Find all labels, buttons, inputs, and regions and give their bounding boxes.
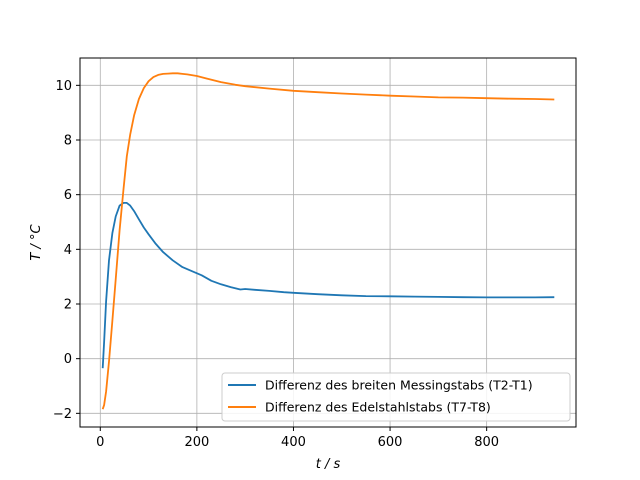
y-tick-label: 4 — [64, 243, 72, 258]
data-series — [101, 72, 555, 410]
legend-entry-edelstahl: Differenz des Edelstahlstabs (T7-T8) — [265, 400, 491, 415]
x-axis-label: t / s — [316, 457, 341, 472]
x-tick-label: 0 — [96, 435, 104, 450]
legend: Differenz des breiten Messingstabs (T2-T… — [221, 372, 571, 422]
y-tick-label: −2 — [53, 407, 72, 422]
legend-entry-messing: Differenz des breiten Messingstabs (T2-T… — [265, 378, 533, 393]
plot-frame — [79, 57, 577, 428]
x-tick-label: 200 — [184, 435, 209, 450]
x-tick-label: 800 — [474, 435, 499, 450]
y-axis-ticks: −2 0 2 4 6 8 10 — [53, 79, 80, 422]
legend-box — [221, 372, 571, 422]
x-axis-ticks: 0 200 400 600 800 — [96, 427, 499, 450]
y-axis-label: T / °C — [29, 224, 44, 261]
y-tick-label: 2 — [64, 298, 72, 313]
y-tick-label: 8 — [64, 134, 72, 149]
y-tick-label: 10 — [55, 79, 72, 94]
series-line-edelstahl — [101, 72, 555, 410]
x-tick-label: 400 — [281, 435, 306, 450]
y-tick-label: 6 — [64, 188, 72, 203]
y-tick-label: 0 — [64, 352, 72, 367]
x-tick-label: 600 — [378, 435, 403, 450]
